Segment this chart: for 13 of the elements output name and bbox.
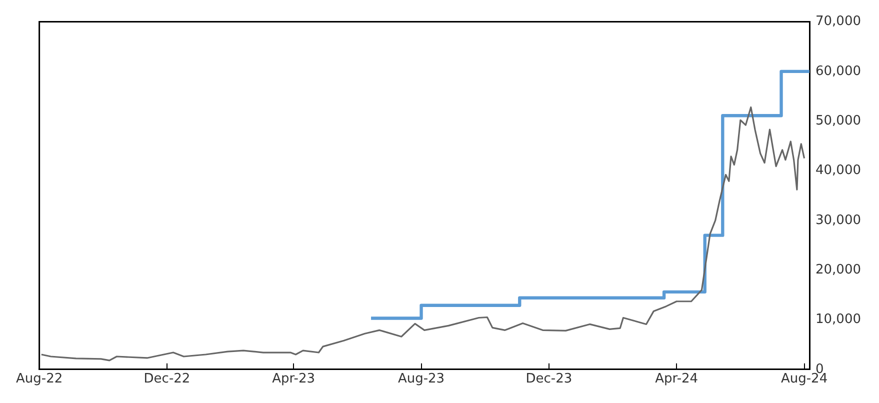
y-tick-label: 10,000: [816, 312, 862, 328]
y-tick-label: 20,000: [816, 262, 862, 278]
x-tick-label: Aug-23: [398, 372, 445, 387]
y-tick-label: 70,000: [816, 14, 862, 30]
y-tick-label: 50,000: [816, 113, 862, 128]
y-tick-label: 30,000: [816, 212, 862, 228]
y-tick-label: 40,000: [816, 163, 862, 178]
y-tick-label: 60,000: [816, 64, 862, 79]
x-tick-label: Apr-23: [272, 372, 316, 387]
x-tick-label: Dec-23: [526, 372, 572, 387]
x-tick-label: Aug-22: [16, 372, 63, 387]
x-tick-label: Dec-22: [144, 372, 190, 387]
x-tick-label: Apr-24: [655, 372, 698, 387]
